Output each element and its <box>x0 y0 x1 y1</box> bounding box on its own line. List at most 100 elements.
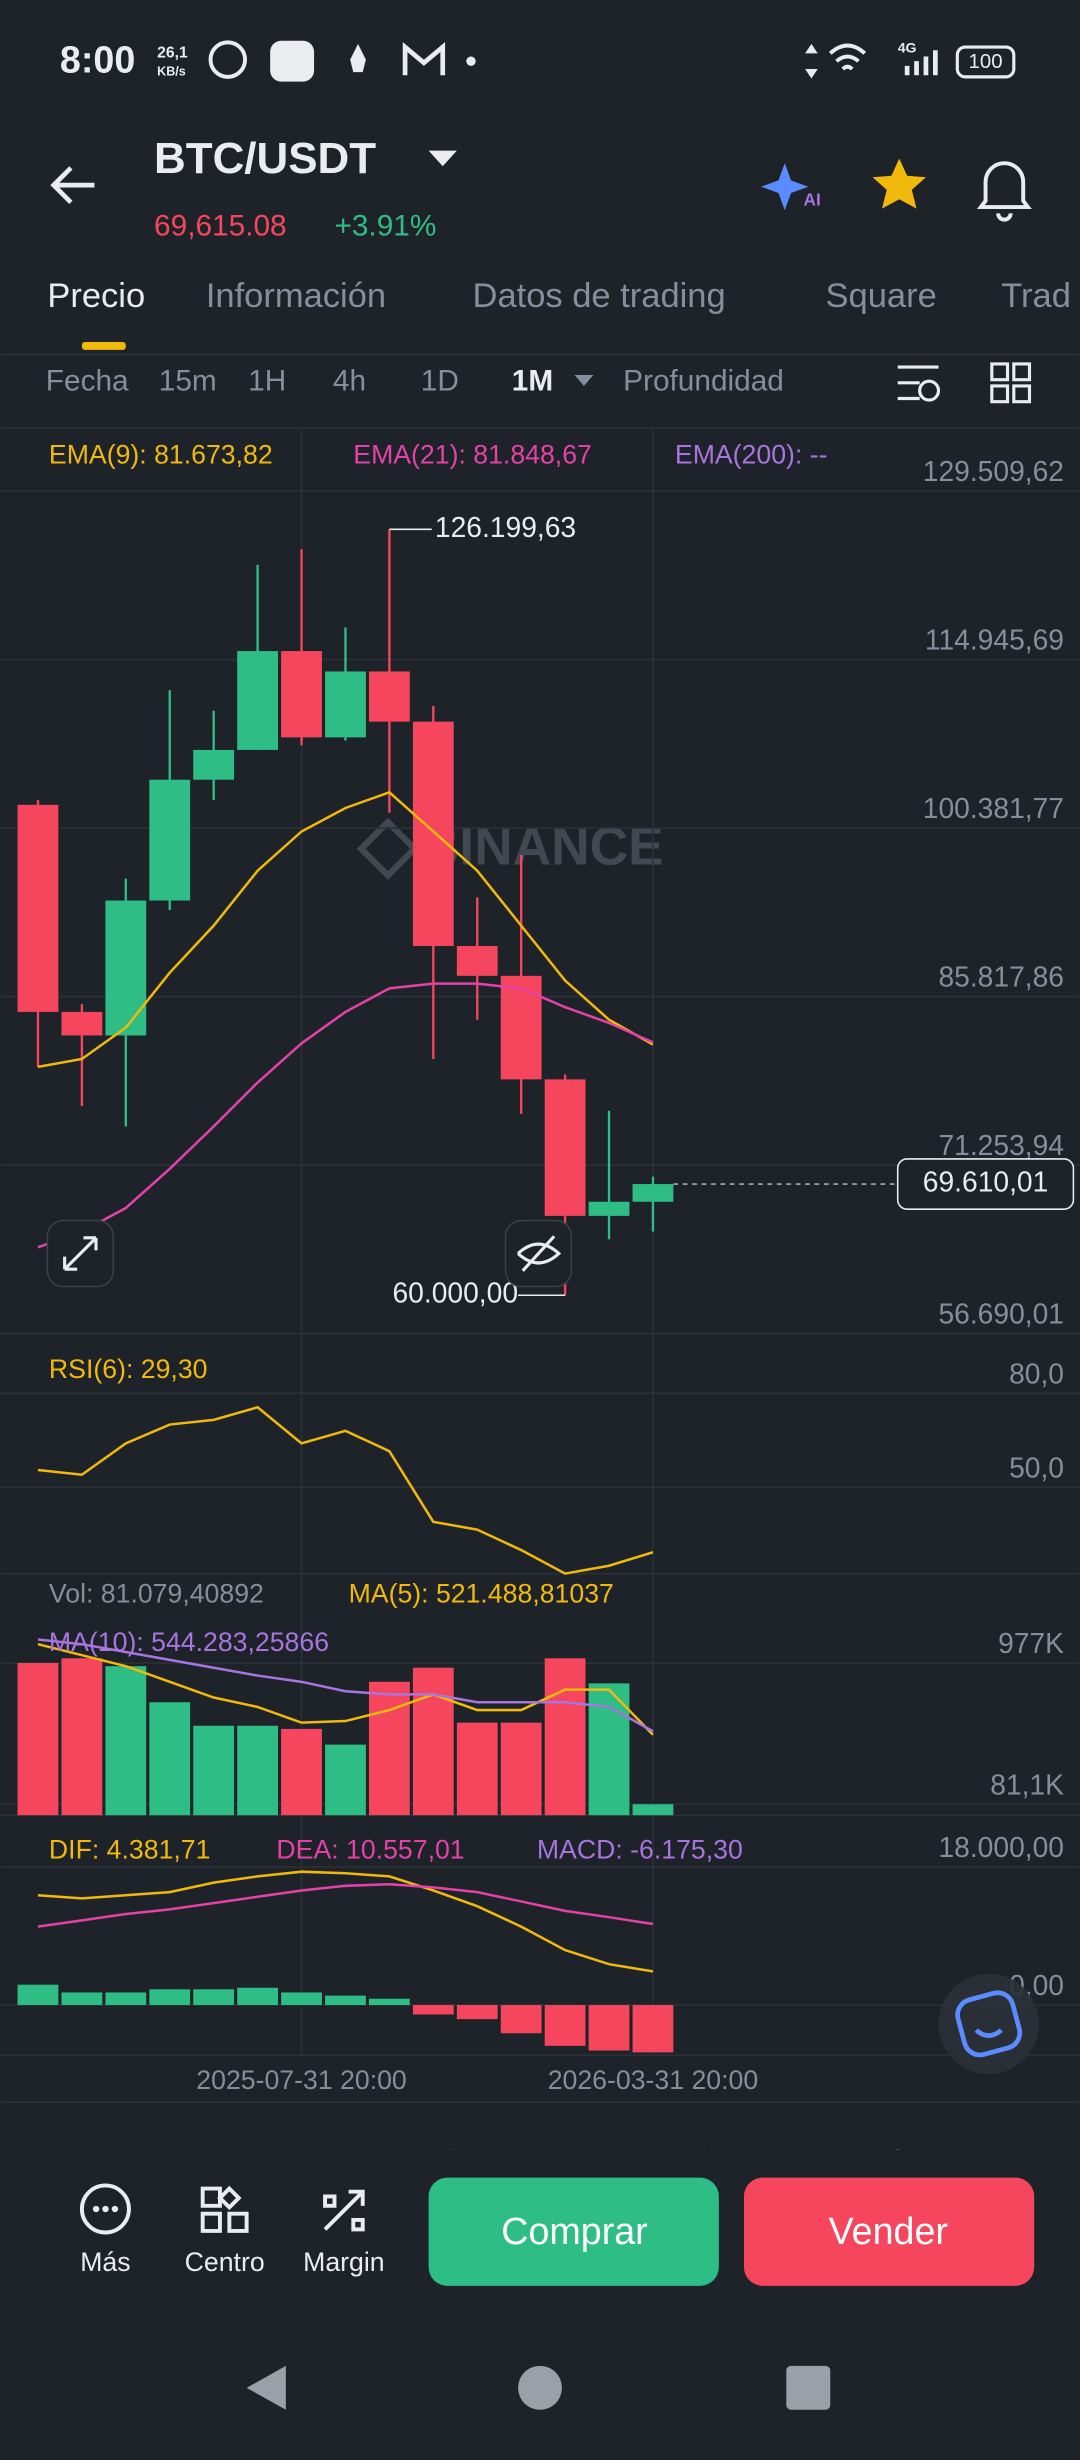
ai-icon-text: AI <box>804 189 821 209</box>
candle-body <box>368 671 410 722</box>
action-label[interactable]: Centro <box>185 2247 265 2277</box>
buy-label[interactable]: Comprar <box>501 2210 647 2252</box>
macd-bar <box>61 1992 103 2006</box>
nav-home[interactable] <box>518 2365 562 2410</box>
timeframe[interactable]: Fecha <box>46 365 129 398</box>
volume-bar <box>412 1667 454 1816</box>
pair-name[interactable]: BTC/USDT <box>154 134 376 183</box>
macd-bar <box>149 1989 191 2006</box>
nav-bar <box>246 2365 831 2410</box>
charts: 2025-07-31 20:00 2026-03-31 20:00 129.509,… <box>0 428 1080 2095</box>
pair-dropdown[interactable] <box>428 150 457 167</box>
volume-bar <box>281 1728 322 1816</box>
alert-bell[interactable] <box>976 161 1032 222</box>
sell-label[interactable]: Vender <box>829 2210 948 2252</box>
y-tick-label: 18.000,00 <box>938 1831 1064 1863</box>
timeframe[interactable]: 1D <box>421 365 459 398</box>
macd-bar <box>325 1995 366 2006</box>
price-change: +3.91% <box>334 209 436 242</box>
candle-body <box>632 1184 674 1202</box>
active-tab-indicator <box>81 342 126 350</box>
macd-bar <box>544 2005 586 2046</box>
candle-body <box>281 651 322 738</box>
fullscreen-icon <box>63 1236 98 1271</box>
volume-bar <box>325 1744 366 1816</box>
timeframe[interactable]: Profundidad <box>623 365 784 398</box>
buy-button[interactable] <box>428 2177 719 2286</box>
net-unit: KB/s <box>157 64 186 78</box>
timeframe-active[interactable]: 1M <box>512 365 553 398</box>
app-icon <box>270 40 315 82</box>
macd-bar <box>193 1989 235 2006</box>
whatsapp-icon <box>208 40 248 79</box>
candle-body <box>237 651 278 750</box>
tab[interactable]: Precio <box>47 277 145 315</box>
volume-label: Vol: 81.079,40892 <box>49 1579 264 1609</box>
legend-label: EMA(21): 81.848,67 <box>353 440 592 470</box>
nav-recent[interactable] <box>786 2365 831 2410</box>
clock: 8:00 <box>60 39 135 81</box>
favorite-star[interactable] <box>872 158 926 209</box>
volume-bar <box>544 1658 586 1816</box>
volume-bar <box>632 1804 674 1816</box>
candle-body <box>193 749 235 780</box>
gmail-icon <box>402 42 446 76</box>
tab[interactable]: Datos de trading <box>473 277 726 315</box>
volume-bar <box>237 1725 278 1816</box>
y-tick-label: 85.817,86 <box>938 961 1064 993</box>
action-label[interactable]: Margin <box>303 2247 384 2277</box>
last-price-box <box>896 1158 1075 1210</box>
settings-icon[interactable] <box>897 365 939 401</box>
notif-icon <box>350 43 366 73</box>
candle-body <box>149 779 191 901</box>
tab[interactable]: Información <box>206 277 386 315</box>
last-price-label: 69.610,01 <box>923 1166 1049 1198</box>
action-label[interactable]: Más <box>80 2247 130 2277</box>
timeframe-dropdown[interactable] <box>574 374 594 386</box>
timeframe[interactable]: 15m <box>159 365 217 398</box>
indicator-line <box>37 1405 654 1575</box>
candle-body <box>105 900 147 1036</box>
nav-back[interactable] <box>246 2365 286 2410</box>
hide-icon <box>516 1235 562 1272</box>
volume-bar <box>149 1702 191 1816</box>
sell-button[interactable] <box>743 2177 1035 2286</box>
volume-bar <box>61 1658 103 1816</box>
margin-icon[interactable] <box>323 2189 365 2232</box>
ai-icon[interactable] <box>761 163 809 211</box>
header: BTC/USDT 69,615.08 +3.91% AI <box>50 134 1032 242</box>
timeframe[interactable]: 1H <box>248 365 286 398</box>
volume-bar <box>17 1663 59 1816</box>
indicator-line <box>37 790 654 1069</box>
battery-level: 100 <box>969 51 1003 73</box>
macd-label: MACD: -6.175,30 <box>537 1834 743 1864</box>
timeframe[interactable]: 4h <box>333 365 366 398</box>
volume-bar <box>193 1725 235 1816</box>
status-bar: 8:00 26,1 KB/s 4G 100 <box>60 39 1016 82</box>
assistant-smile <box>974 2028 1003 2038</box>
tab[interactable]: Square <box>826 277 937 315</box>
wifi-icon <box>828 43 867 71</box>
volume-bar <box>368 1681 410 1816</box>
center-icon[interactable] <box>200 2185 249 2233</box>
volume-bar <box>456 1722 498 1816</box>
y-tick-label: 129.509,62 <box>923 455 1064 487</box>
more-icon[interactable] <box>79 2183 131 2235</box>
volume-bar <box>500 1722 542 1816</box>
net-speed: 26,1 <box>157 44 188 61</box>
tab[interactable]: Trad <box>1001 277 1071 315</box>
y-tick-label: 81,1K <box>990 1768 1064 1800</box>
macd-bar <box>500 2005 542 2034</box>
assistant-icon <box>955 1990 1023 2058</box>
candle-body <box>17 804 59 1012</box>
y-tick-label: 71.253,94 <box>938 1129 1064 1161</box>
low-label: 60.000,00 <box>392 1277 518 1309</box>
back-button[interactable] <box>50 166 95 205</box>
y-tick-label: 100.381,77 <box>923 792 1064 824</box>
assistant-button[interactable] <box>938 1973 1039 2075</box>
layout-icon[interactable] <box>990 362 1032 404</box>
legend-label: RSI(6): 29,30 <box>49 1354 208 1384</box>
y-tick-label: 80,0 <box>1009 1357 1064 1389</box>
